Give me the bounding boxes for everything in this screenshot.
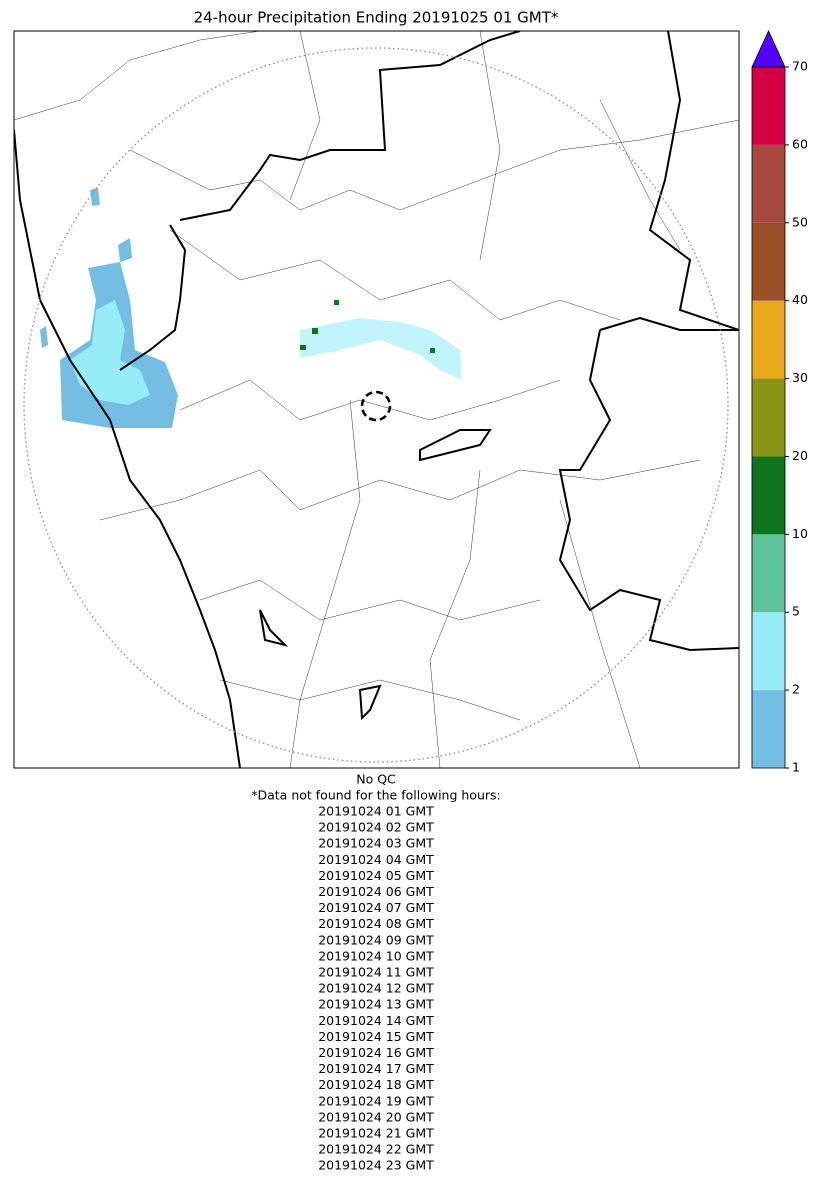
missing-hour: 20191024 17 GMT xyxy=(318,1061,434,1076)
range-ring xyxy=(23,47,729,763)
precip-area xyxy=(70,300,462,405)
missing-hour: 20191024 20 GMT xyxy=(318,1109,434,1124)
colorbar-segment xyxy=(752,144,785,223)
map xyxy=(13,30,740,769)
missing-hour: 20191024 13 GMT xyxy=(318,997,434,1012)
missing-hour: 20191024 14 GMT xyxy=(318,1013,434,1028)
colorbar-frame xyxy=(751,66,786,769)
colorbar-tick-label: 2 xyxy=(792,682,800,697)
colorbar-tick-label: 5 xyxy=(792,604,800,619)
colorbar-tick-label: 1 xyxy=(792,760,800,775)
notes: No QC *Data not found for the following … xyxy=(251,772,501,1173)
colorbar-segment xyxy=(752,612,785,691)
precip-area xyxy=(300,300,435,353)
qc-note: No QC xyxy=(356,772,396,787)
missing-hour: 20191024 09 GMT xyxy=(318,932,434,947)
colorbar-segment xyxy=(752,300,785,379)
missing-hour: 20191024 11 GMT xyxy=(318,965,434,980)
border xyxy=(14,31,739,768)
missing-hour: 20191024 16 GMT xyxy=(318,1045,434,1060)
colorbar-tick-label: 50 xyxy=(792,214,808,229)
colorbar-segment xyxy=(752,534,785,613)
missing-hour: 20191024 19 GMT xyxy=(318,1093,434,1108)
missing-hour: 20191024 10 GMT xyxy=(318,948,434,963)
colorbar: 1 2 5 10 20 30 40 50 60 70 xyxy=(751,30,808,775)
colorbar-tick-label: 70 xyxy=(792,59,808,74)
missing-hour: 20191024 07 GMT xyxy=(318,900,434,915)
missing-hour: 20191024 21 GMT xyxy=(318,1126,434,1141)
missing-hour: 20191024 06 GMT xyxy=(318,884,434,899)
colorbar-segment xyxy=(752,378,785,457)
border xyxy=(14,31,739,768)
title: 24-hour Precipitation Ending 20191025 01… xyxy=(194,9,559,27)
missing-hour: 20191024 12 GMT xyxy=(318,981,434,996)
missing-hour: 20191024 04 GMT xyxy=(318,852,434,867)
missing-header: *Data not found for the following hours: xyxy=(251,788,501,803)
radar-site xyxy=(360,390,392,422)
missing-hour: 20191024 05 GMT xyxy=(318,868,434,883)
missing-hour: 20191024 18 GMT xyxy=(318,1077,434,1092)
colorbar-tick-label: 60 xyxy=(792,136,808,151)
colorbar-segment xyxy=(752,690,785,768)
map-frame xyxy=(13,30,740,769)
missing-hour: 20191024 23 GMT xyxy=(318,1158,434,1173)
missing-hour: 20191024 01 GMT xyxy=(318,804,434,819)
missing-hour: 20191024 15 GMT xyxy=(318,1029,434,1044)
colorbar-segment xyxy=(752,67,785,145)
colorbar-segment xyxy=(752,456,785,535)
colorbar-tick-label: 30 xyxy=(792,370,808,385)
missing-hour: 20191024 02 GMT xyxy=(318,820,434,835)
missing-hour: 20191024 03 GMT xyxy=(318,836,434,851)
missing-hour: 20191024 08 GMT xyxy=(318,916,434,931)
colorbar-tick-label: 20 xyxy=(792,448,808,463)
missing-hour: 20191024 22 GMT xyxy=(318,1142,434,1157)
colorbar-tick-label: 40 xyxy=(792,292,808,307)
colorbar-segment xyxy=(752,222,785,301)
colorbar-extend xyxy=(751,30,786,68)
colorbar-tick-label: 10 xyxy=(792,526,808,541)
